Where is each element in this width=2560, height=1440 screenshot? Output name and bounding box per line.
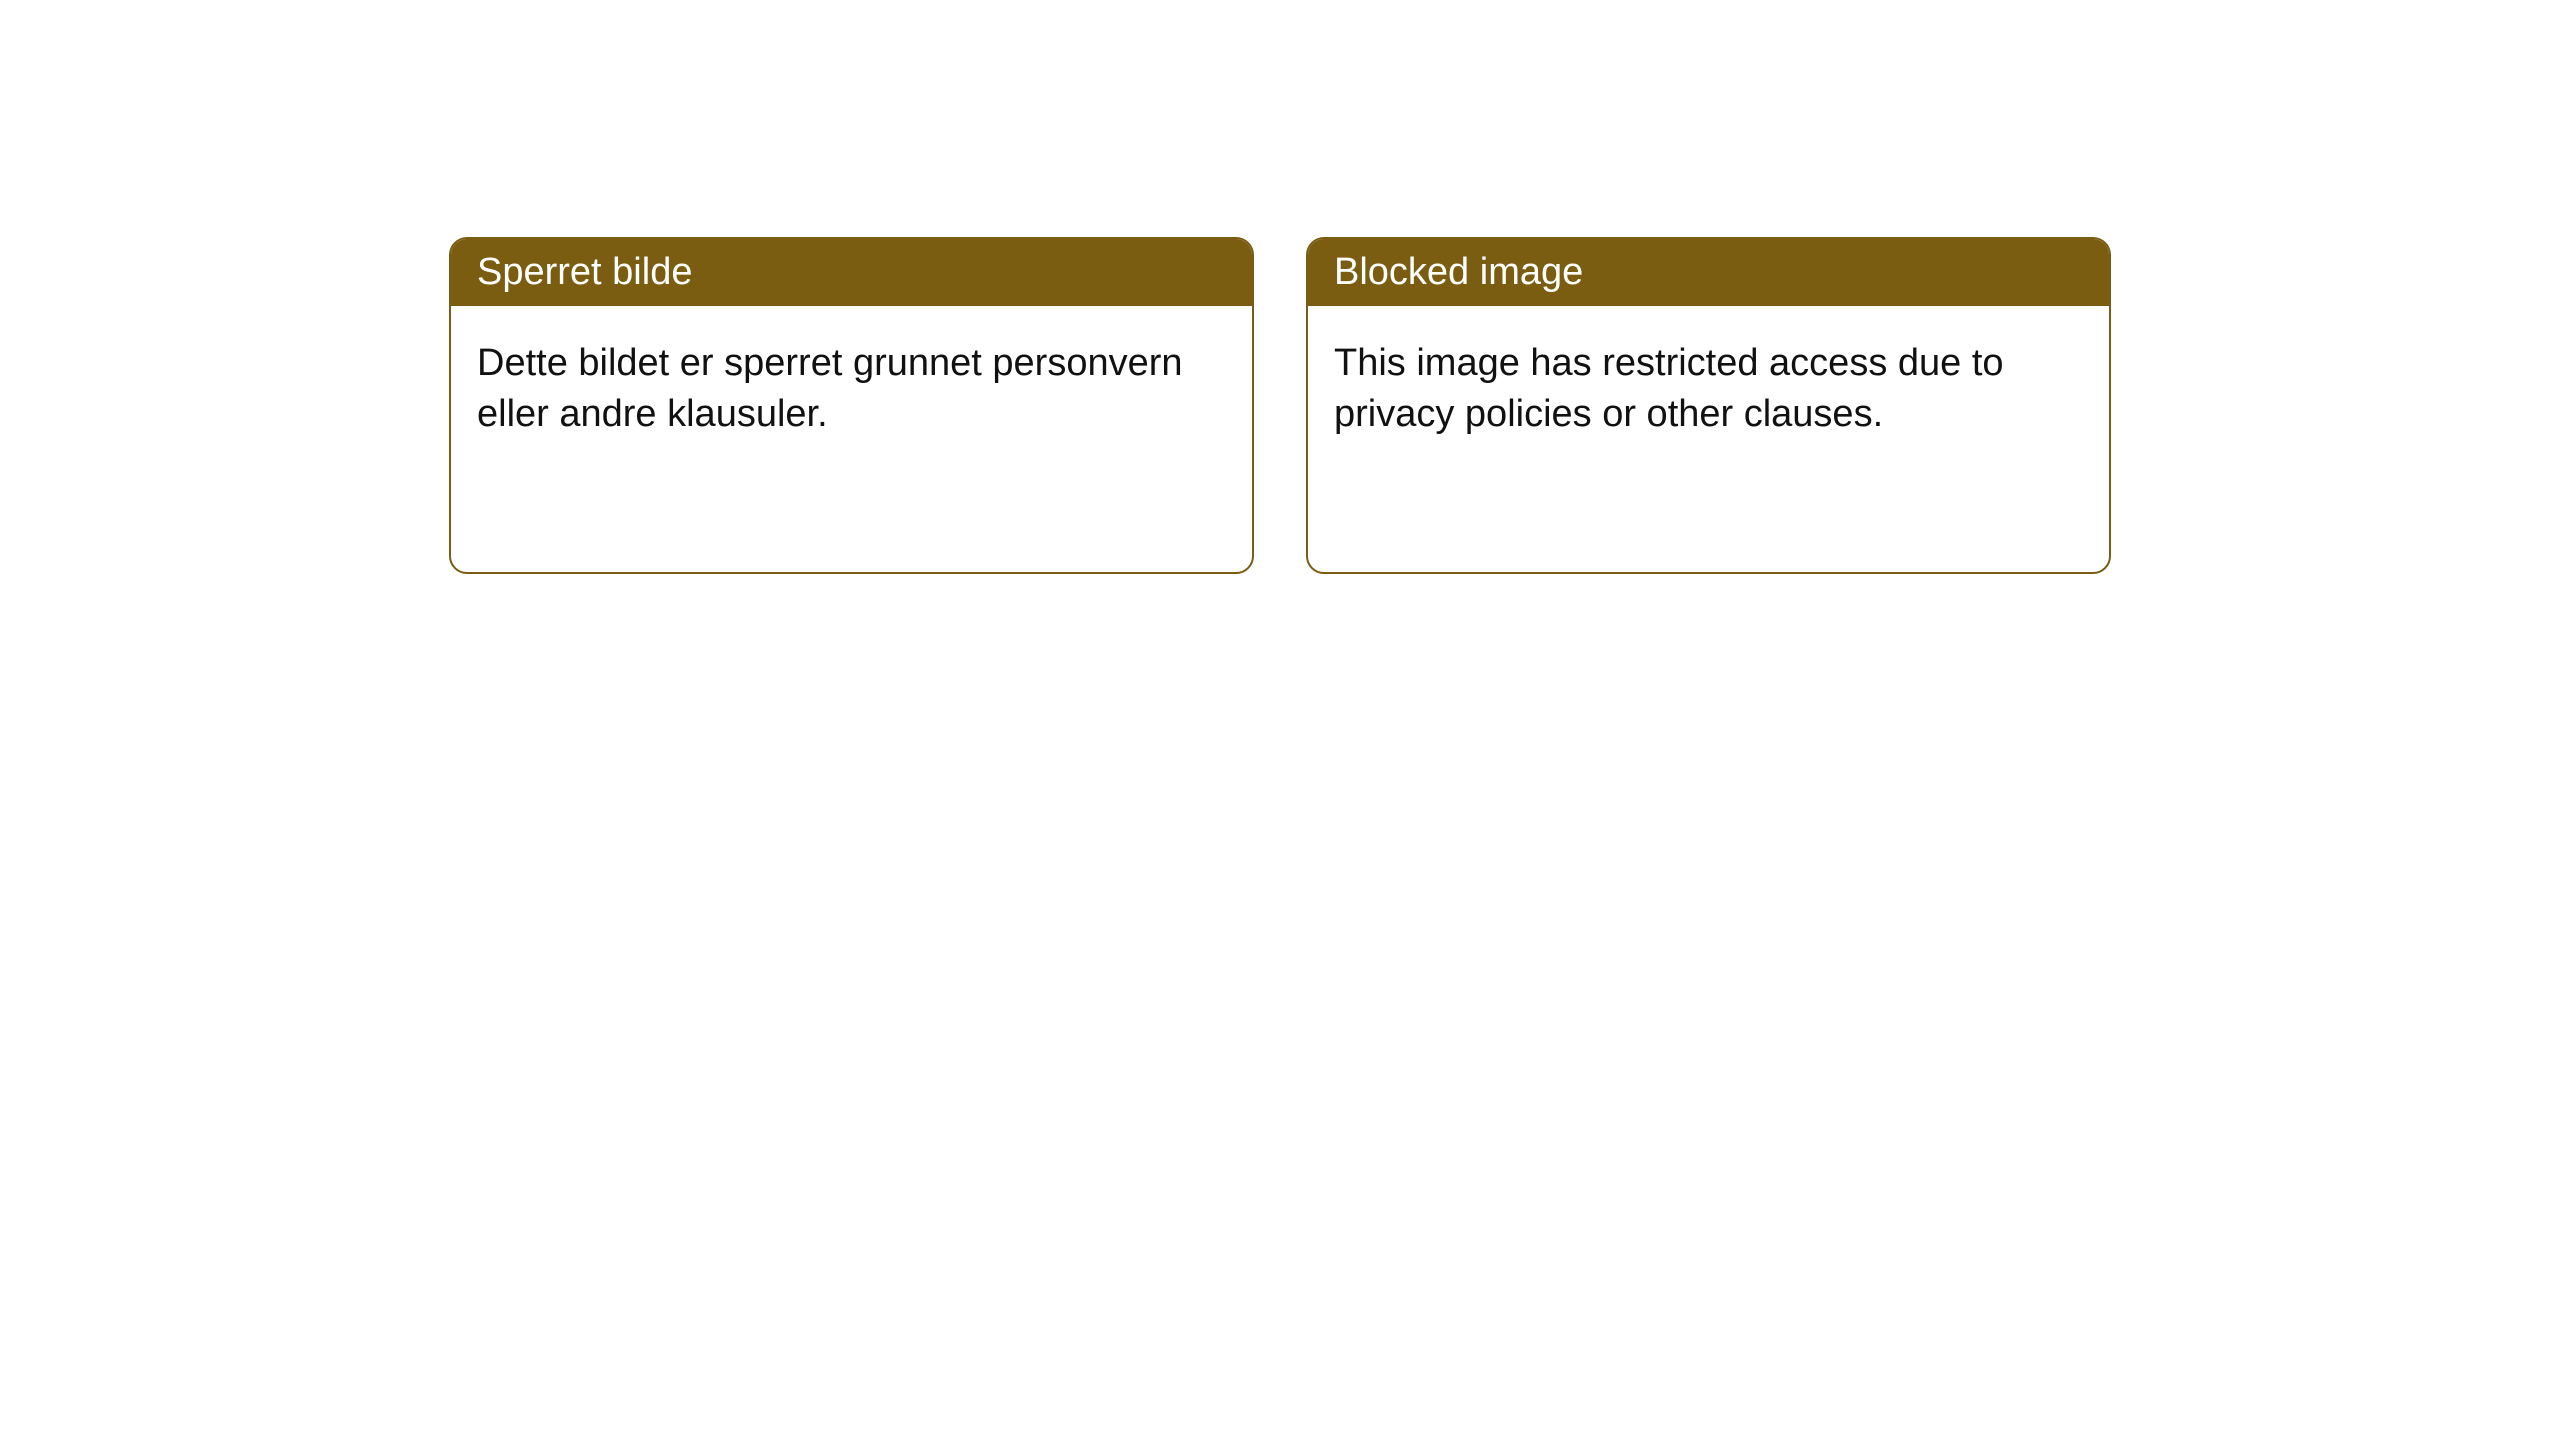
- notice-container: Sperret bilde Dette bildet er sperret gr…: [449, 237, 2111, 574]
- notice-body-norwegian: Dette bildet er sperret grunnet personve…: [451, 306, 1252, 473]
- notice-body-english: This image has restricted access due to …: [1308, 306, 2109, 473]
- notice-header-norwegian: Sperret bilde: [451, 239, 1252, 306]
- notice-header-english: Blocked image: [1308, 239, 2109, 306]
- notice-card-norwegian: Sperret bilde Dette bildet er sperret gr…: [449, 237, 1254, 574]
- notice-card-english: Blocked image This image has restricted …: [1306, 237, 2111, 574]
